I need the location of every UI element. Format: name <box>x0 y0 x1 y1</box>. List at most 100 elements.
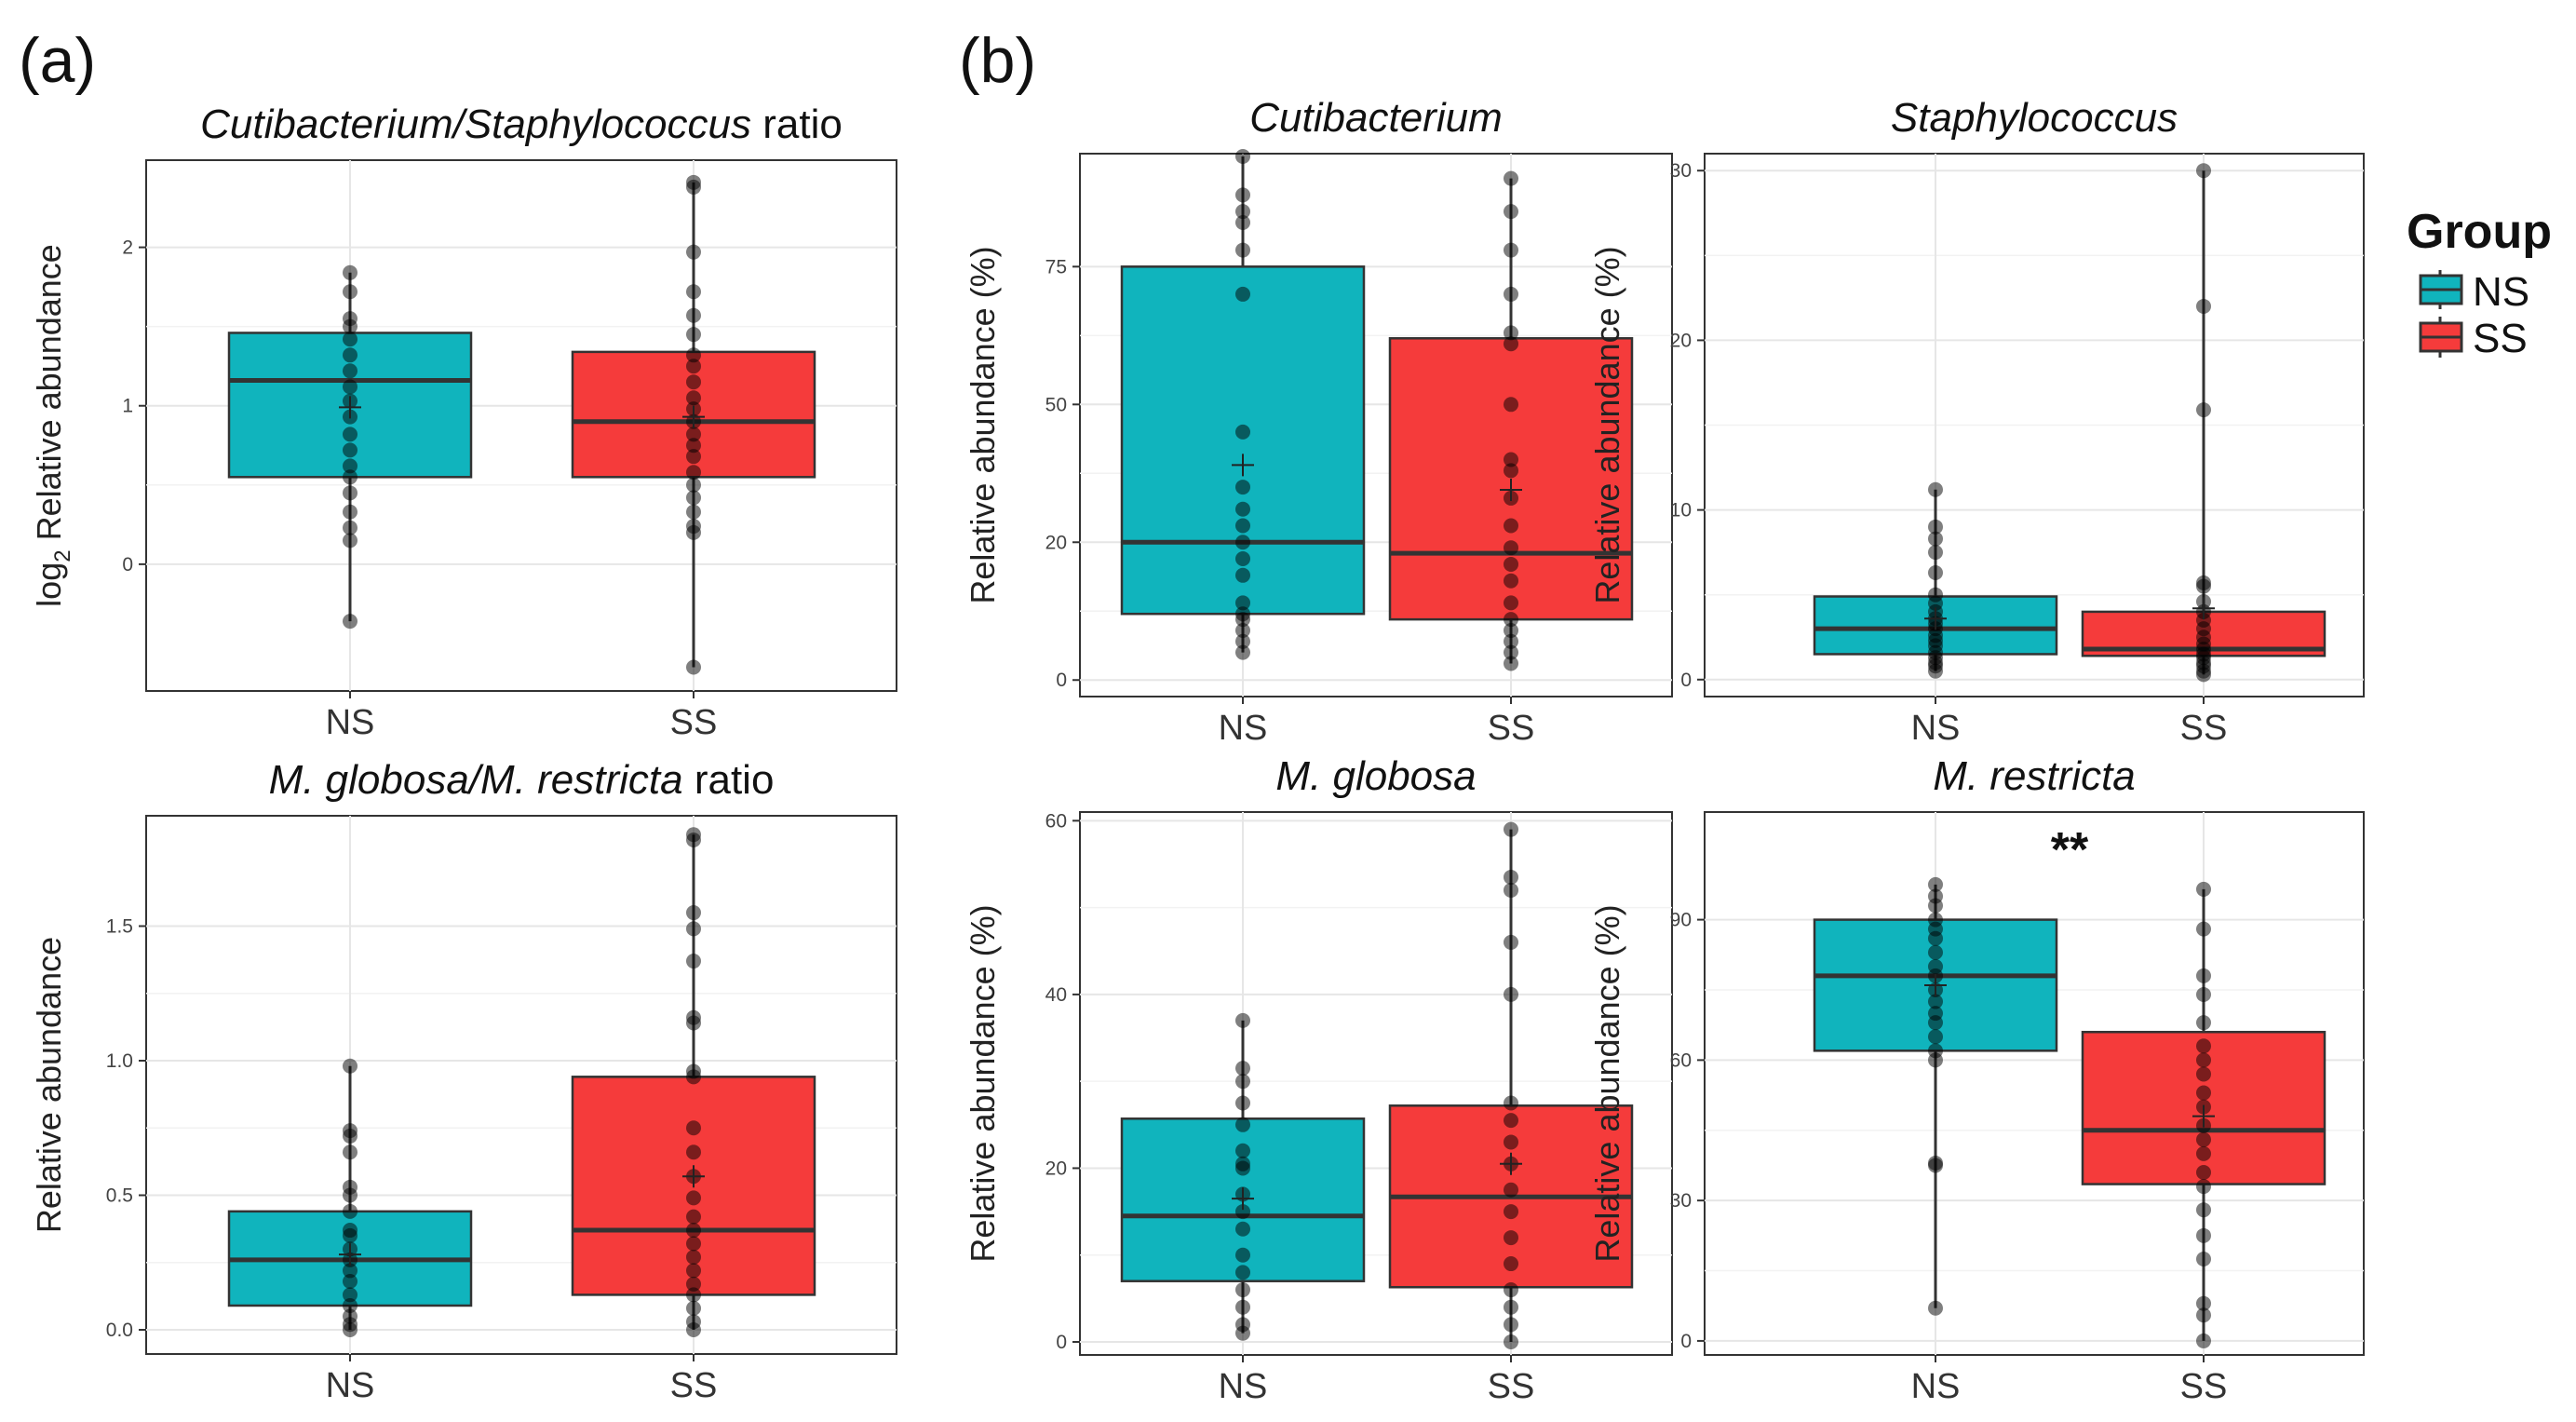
data-point <box>686 427 701 442</box>
data-point <box>686 465 701 481</box>
data-point <box>686 1236 701 1252</box>
data-point <box>1235 1317 1250 1333</box>
mean-marker <box>339 1243 361 1266</box>
y-tick-label: 60 <box>1670 1050 1692 1071</box>
y-tick-label: 0.5 <box>106 1185 133 1206</box>
y-tick-label: 20 <box>1670 330 1692 351</box>
data-point <box>1235 1095 1250 1111</box>
y-tick-label: 10 <box>1670 500 1692 521</box>
mean-marker <box>2192 597 2215 620</box>
title-part: M. globosa <box>1275 753 1476 799</box>
data-point <box>1928 519 1943 535</box>
data-point <box>2196 1145 2211 1161</box>
data-point <box>1504 1113 1518 1129</box>
series-ns <box>227 264 473 630</box>
data-point <box>1928 545 1943 561</box>
data-point <box>1235 1117 1250 1132</box>
legend-item-ss: SS <box>2419 316 2528 361</box>
data-point <box>1928 912 1943 928</box>
data-point <box>1235 1061 1250 1077</box>
series-ss <box>1388 170 1634 671</box>
data-point <box>2196 1038 2211 1054</box>
data-point <box>1928 587 1943 603</box>
data-point <box>2196 1164 2211 1180</box>
data-point <box>2196 1251 2211 1266</box>
data-point <box>343 332 357 347</box>
data-point <box>686 390 701 406</box>
x-category-label: NS <box>1911 709 1961 748</box>
x-category-label: SS <box>670 703 718 742</box>
data-point <box>686 519 701 535</box>
y-tick-label: 0 <box>122 554 133 576</box>
mean-marker <box>2192 1104 2215 1128</box>
data-point <box>686 244 701 260</box>
title-part: Staphylococcus <box>1891 95 2178 141</box>
data-point <box>1504 1334 1518 1350</box>
data-point <box>1928 481 1943 497</box>
x-category-label: SS <box>670 1366 718 1405</box>
data-point <box>1504 452 1518 467</box>
y-tick-label: 75 <box>1045 256 1067 278</box>
plot-title: Staphylococcus <box>1891 95 2178 141</box>
data-point <box>1928 944 1943 960</box>
data-point <box>343 442 357 458</box>
data-point <box>2196 921 2211 937</box>
plot-title: Cutibacterium <box>1249 95 1502 141</box>
y-axis-label: Relative abundance (%) <box>1588 904 1626 1262</box>
x-category-label: NS <box>1911 1367 1961 1406</box>
y-tick-label: 20 <box>1045 1158 1067 1179</box>
data-point <box>1504 821 1518 837</box>
y-tick-label: 50 <box>1045 394 1067 415</box>
data-point <box>686 347 701 363</box>
data-point <box>1504 336 1518 352</box>
data-point <box>1504 595 1518 611</box>
data-point <box>1504 1256 1518 1272</box>
series-ss <box>2081 881 2326 1348</box>
data-point <box>1928 1155 1943 1171</box>
data-point <box>1235 1265 1250 1280</box>
y-tick-label: 2 <box>122 237 133 259</box>
data-point <box>343 379 357 395</box>
data-point <box>1504 1317 1518 1333</box>
data-point <box>1504 540 1518 556</box>
data-point <box>1504 633 1518 649</box>
data-point <box>1928 876 1943 892</box>
data-point <box>1235 148 1250 164</box>
data-point <box>1235 1221 1250 1237</box>
series-ss <box>571 174 816 675</box>
y-tick-label: 60 <box>1045 810 1067 832</box>
data-point <box>686 921 701 937</box>
data-point <box>343 427 357 442</box>
data-point <box>686 504 701 520</box>
data-point <box>1235 622 1250 638</box>
data-point <box>686 359 701 374</box>
data-point <box>1504 869 1518 885</box>
data-point <box>686 905 701 921</box>
series-ns <box>1813 481 2058 679</box>
significance-annotation: ** <box>2051 823 2089 877</box>
title-part: ratio <box>683 757 775 803</box>
y-tick-label: 30 <box>1670 160 1692 182</box>
data-point <box>2196 1179 2211 1195</box>
x-category-label: NS <box>1219 1367 1268 1406</box>
data-point <box>686 327 701 343</box>
mean-marker <box>339 396 361 419</box>
series-ss <box>571 827 816 1337</box>
data-point <box>343 363 357 379</box>
data-point <box>1504 986 1518 1002</box>
data-point <box>1928 958 1943 974</box>
data-point <box>686 1223 701 1239</box>
data-point <box>1235 1247 1250 1263</box>
data-point <box>343 1297 357 1313</box>
data-point <box>1235 633 1250 649</box>
data-point <box>1235 187 1250 203</box>
data-point <box>2196 1307 2211 1323</box>
data-point <box>1235 1156 1250 1171</box>
x-category-label: SS <box>2180 1367 2228 1406</box>
data-point <box>1504 1134 1518 1150</box>
data-point <box>1928 565 1943 581</box>
mean-marker <box>682 1165 705 1188</box>
data-point <box>2196 575 2211 590</box>
data-point <box>343 458 357 474</box>
data-point <box>1235 424 1250 440</box>
